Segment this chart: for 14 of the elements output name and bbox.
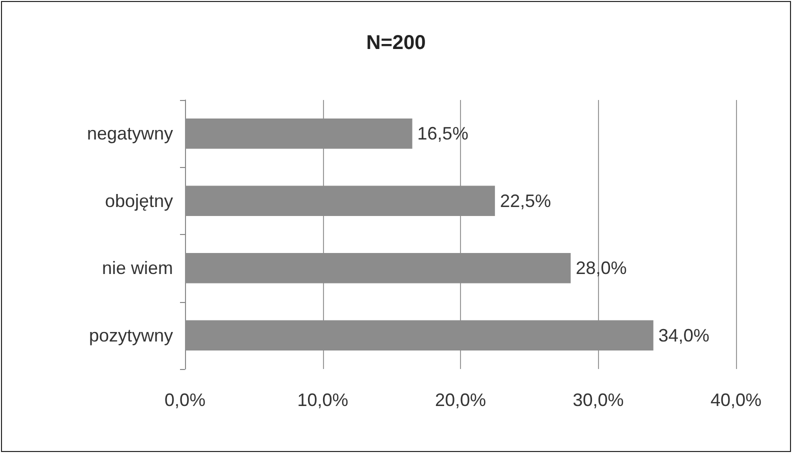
- y-tick-label: obojętny: [104, 190, 173, 211]
- y-tick-label: negatywny: [86, 124, 173, 144]
- x-tick-label: 20,0%: [434, 390, 486, 410]
- data-label: 28,0%: [576, 258, 627, 278]
- data-label: 34,0%: [658, 325, 710, 346]
- chart-title: N=200: [366, 32, 426, 54]
- y-tick-label: nie wiem: [102, 258, 173, 278]
- data-label: 16,5%: [417, 124, 468, 144]
- x-tick-label: 0,0%: [164, 390, 206, 410]
- y-tick-label: pozytywny: [88, 325, 173, 346]
- x-tick-label: 40,0%: [710, 390, 762, 410]
- x-tick-label: 10,0%: [297, 390, 348, 410]
- data-label: 22,5%: [500, 190, 551, 211]
- x-tick-label: 30,0%: [572, 390, 624, 410]
